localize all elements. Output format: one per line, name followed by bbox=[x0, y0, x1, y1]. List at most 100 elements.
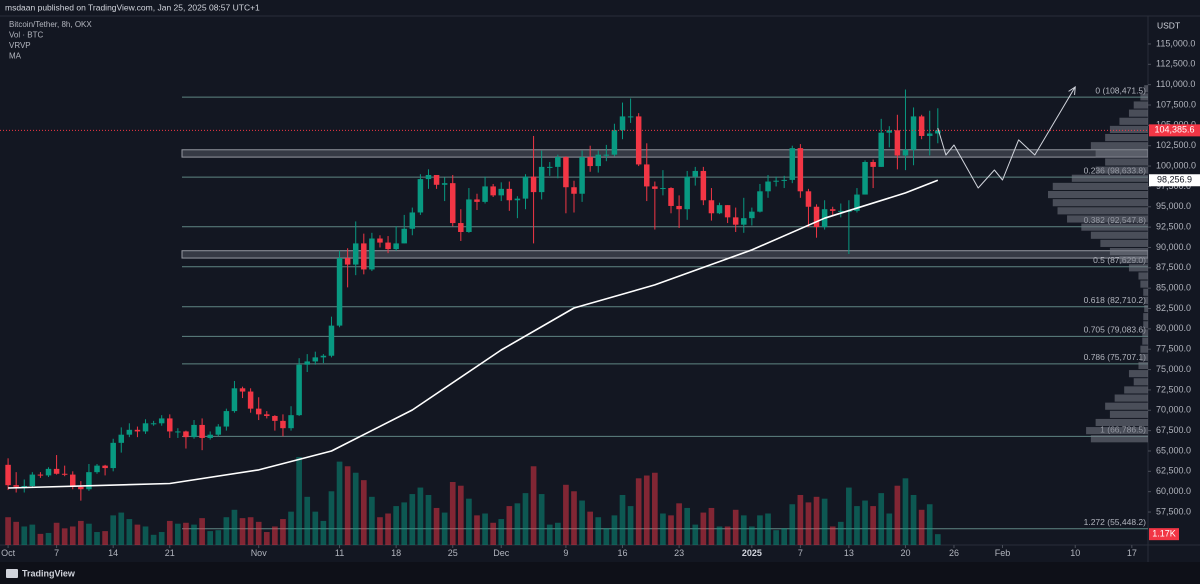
volume-profile-bar bbox=[1128, 109, 1148, 117]
candle-body bbox=[377, 238, 383, 243]
volume-bar bbox=[352, 472, 359, 545]
y-tick-label: 70,000.0 bbox=[1156, 405, 1191, 415]
candle-body bbox=[183, 431, 189, 438]
y-tick-label: 95,000.0 bbox=[1156, 201, 1191, 211]
candle-body bbox=[555, 157, 561, 167]
candle-body bbox=[902, 149, 909, 156]
volume-profile-bar bbox=[1095, 418, 1148, 427]
volume-bar bbox=[37, 533, 44, 545]
volume-bar bbox=[296, 457, 302, 545]
candle-body bbox=[805, 191, 812, 207]
candle-body bbox=[86, 472, 92, 490]
candle-body bbox=[595, 154, 602, 167]
volume-bar bbox=[360, 480, 367, 545]
zone bbox=[181, 250, 1148, 259]
x-tick-label: 17 bbox=[1127, 548, 1137, 558]
volume-bar bbox=[449, 482, 456, 545]
candle-body bbox=[199, 424, 205, 438]
volume-bar bbox=[433, 507, 440, 545]
volume-bar bbox=[45, 532, 52, 545]
candle-body bbox=[102, 465, 108, 469]
candle-body bbox=[660, 188, 666, 190]
x-tick-label: 9 bbox=[563, 548, 568, 558]
y-tick-label: 67,500.0 bbox=[1156, 425, 1191, 435]
candle-body bbox=[21, 485, 28, 487]
legend-volume: Vol · BTC bbox=[9, 31, 43, 40]
candle-body bbox=[935, 130, 941, 134]
volume-bar bbox=[676, 503, 682, 545]
volume-bar bbox=[692, 524, 699, 545]
candle-body bbox=[789, 148, 796, 180]
candle-body bbox=[207, 434, 213, 438]
volume-bar bbox=[789, 504, 796, 545]
candle-body bbox=[352, 243, 359, 265]
volume-bar bbox=[490, 522, 496, 545]
volume-bar bbox=[142, 526, 149, 545]
y-tick-label: 102,500.0 bbox=[1156, 140, 1196, 150]
x-tick-label: Oct bbox=[1, 548, 16, 558]
candle-body bbox=[37, 474, 44, 476]
volume-bar bbox=[13, 521, 19, 545]
x-tick-label: 25 bbox=[448, 548, 458, 558]
footer-bar bbox=[0, 562, 1200, 584]
volume-bar bbox=[158, 532, 165, 545]
volume-bar bbox=[934, 534, 941, 545]
volume-bar bbox=[918, 509, 925, 545]
candle-body bbox=[401, 228, 407, 244]
volume-profile-bar bbox=[1105, 158, 1148, 166]
volume-bar bbox=[191, 524, 197, 545]
candle-body bbox=[838, 210, 844, 212]
candle-body bbox=[231, 388, 238, 412]
volume-bar bbox=[862, 500, 868, 545]
candle-body bbox=[773, 180, 779, 182]
candle-body bbox=[45, 468, 52, 476]
candle-body bbox=[134, 429, 141, 432]
footer-logo: TradingView bbox=[22, 568, 76, 578]
candle-body bbox=[328, 325, 335, 356]
candle-body bbox=[425, 175, 432, 180]
volume-profile-bar bbox=[1090, 142, 1148, 150]
y-tick-label: 82,500.0 bbox=[1156, 303, 1191, 313]
volume-profile-bar bbox=[1140, 93, 1148, 101]
legend-ma: MA bbox=[9, 52, 22, 61]
volume-bar bbox=[369, 496, 375, 545]
y-tick-label: 75,000.0 bbox=[1156, 364, 1191, 374]
volume-bar bbox=[69, 526, 76, 545]
volume-profile-bar bbox=[1119, 256, 1148, 264]
candle-body bbox=[361, 243, 367, 270]
candle-body bbox=[167, 418, 173, 432]
volume-bar bbox=[894, 485, 901, 545]
candle-body bbox=[13, 485, 19, 487]
volume-bar bbox=[29, 524, 36, 545]
volume-profile-bar bbox=[1138, 361, 1148, 370]
candle-body bbox=[886, 130, 893, 133]
candle-body bbox=[522, 176, 529, 199]
volume-bar bbox=[684, 507, 691, 545]
volume-bar bbox=[829, 526, 836, 545]
volume-bar bbox=[175, 523, 181, 545]
volume-profile-bar bbox=[1105, 402, 1148, 410]
moving-average bbox=[8, 179, 939, 489]
volume-profile-bar bbox=[1143, 288, 1148, 296]
volume-bar bbox=[231, 509, 238, 545]
volume-bar bbox=[150, 534, 157, 545]
candle-body bbox=[215, 426, 222, 435]
candle-body bbox=[926, 133, 933, 136]
volume-bar bbox=[86, 523, 92, 545]
candle-body bbox=[458, 223, 464, 233]
projection-path bbox=[937, 86, 1076, 189]
candle-body bbox=[441, 183, 448, 185]
candle-body bbox=[118, 434, 125, 443]
candle-body bbox=[514, 198, 521, 201]
candle-body bbox=[878, 132, 884, 167]
volume-profile-bar bbox=[1128, 370, 1148, 378]
volume-profile-bar bbox=[1142, 337, 1148, 345]
candle-body bbox=[94, 465, 100, 473]
candle-body bbox=[910, 116, 917, 150]
volume-profile-bar bbox=[1105, 134, 1148, 142]
candle-body bbox=[587, 157, 593, 167]
volume-profile-bar bbox=[1048, 190, 1148, 199]
volume-bar bbox=[854, 506, 860, 545]
fib-label: 0.786 (75,707.1) bbox=[1084, 352, 1147, 362]
